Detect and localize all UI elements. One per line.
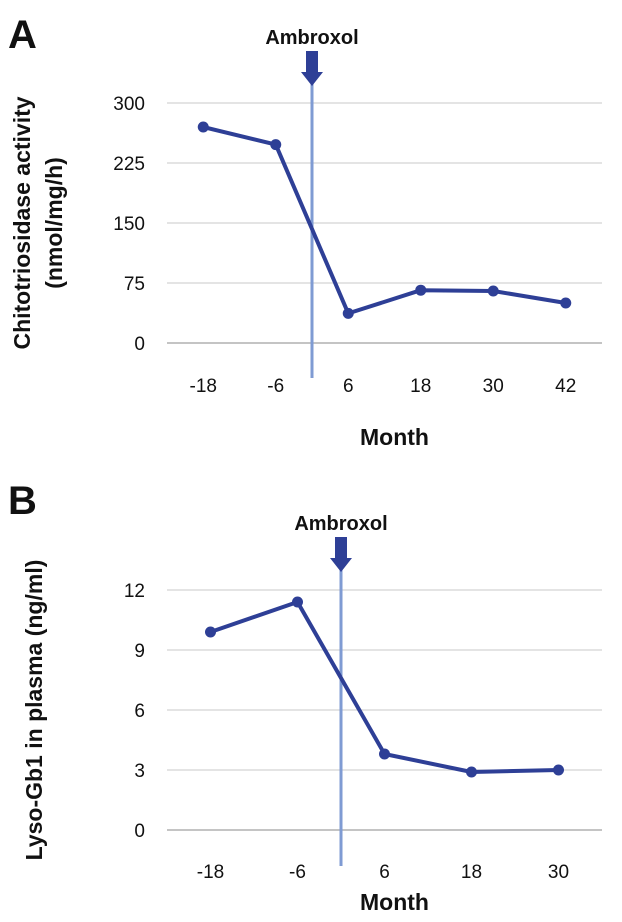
x-tick-label: 30 (483, 376, 504, 397)
data-point (487, 285, 499, 297)
x-tick-label: 30 (548, 862, 569, 883)
ambroxol-arrow-icon (330, 537, 352, 572)
data-point (415, 284, 427, 296)
y-tick-label: 0 (134, 821, 145, 842)
x-tick-label: 42 (555, 376, 576, 397)
y-tick-label: 150 (113, 214, 145, 235)
y-tick-label: 225 (113, 154, 145, 175)
y-tick-label: 3 (134, 761, 145, 782)
ambroxol-label: Ambroxol (294, 513, 387, 535)
chart-panel-b: B 0 3 6 9 12 -18 -6 6 18 30 Month Lyso-Gb1 in plasma… (8, 479, 602, 915)
x-tick-label: -18 (197, 862, 224, 883)
y-tick-label: 6 (134, 701, 145, 722)
data-point (342, 307, 354, 319)
x-tick-label: -6 (267, 376, 284, 397)
y-tick-label: 75 (124, 274, 145, 295)
panel-label: B (8, 479, 37, 523)
x-tick-label: -18 (190, 376, 217, 397)
chart-panel-a: A 0 75 150 225 300 -18 -6 6 18 30 42 Month Chitotrios… (8, 13, 602, 450)
x-axis-title: Month (360, 424, 429, 450)
x-tick-label: 18 (461, 862, 482, 883)
data-point (553, 764, 564, 776)
x-axis-title: Month (360, 889, 429, 915)
data-point (466, 766, 477, 778)
y-tick-label: 0 (134, 334, 145, 355)
x-tick-label: 18 (410, 376, 431, 397)
y-axis-title: (nmol/mg/h) (41, 157, 67, 289)
panel-label: A (8, 13, 37, 57)
series-line (208, 600, 561, 774)
ambroxol-arrow-icon (301, 51, 323, 86)
data-point (270, 139, 282, 151)
ambroxol-label: Ambroxol (265, 27, 358, 49)
x-tick-label: 6 (379, 862, 390, 883)
y-tick-label: 9 (134, 641, 145, 662)
data-point (292, 596, 303, 608)
y-tick-label: 300 (113, 94, 145, 115)
data-point (560, 297, 572, 309)
data-point (379, 748, 390, 760)
y-axis-title: Lyso-Gb1 in plasma (ng/ml) (21, 560, 47, 861)
x-tick-label: 6 (343, 376, 354, 397)
x-tick-label: -6 (289, 862, 306, 883)
y-tick-label: 12 (124, 581, 145, 602)
data-point (205, 626, 216, 638)
y-axis-title: Chitotriosidase activity (9, 96, 35, 349)
series-line (201, 125, 568, 316)
data-point (197, 121, 209, 133)
